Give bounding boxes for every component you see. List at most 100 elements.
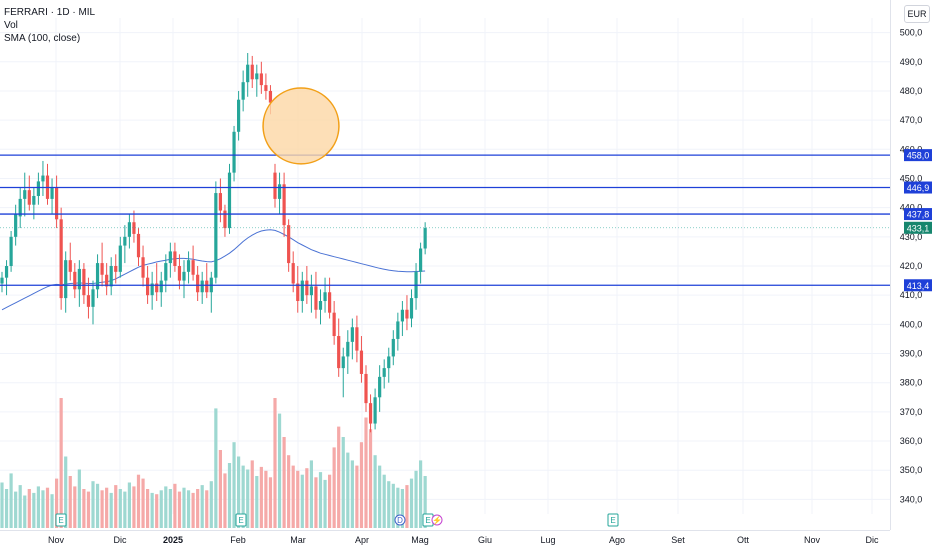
candle-body — [132, 222, 136, 234]
volume-bar — [173, 483, 177, 528]
y-tick-label: 450,0 — [900, 173, 923, 183]
volume-bar — [250, 460, 254, 528]
candle-body — [423, 228, 427, 249]
earnings-marker-label: E — [238, 516, 243, 525]
candle-body — [396, 321, 400, 339]
volume-bar — [305, 468, 309, 528]
volume-bar — [214, 408, 218, 528]
candle-body — [127, 222, 131, 237]
earnings-marker — [235, 513, 247, 527]
volume-bar — [259, 466, 263, 528]
volume-bar — [82, 489, 86, 528]
volume-bar — [341, 437, 345, 528]
split-marker — [431, 514, 443, 526]
earnings-marker-label: E — [610, 516, 615, 525]
level-badge — [904, 208, 932, 221]
dividend-marker — [394, 514, 406, 526]
volume-bar — [346, 452, 350, 528]
volume-bar — [114, 485, 118, 528]
y-tick-label: 380,0 — [900, 378, 923, 388]
x-tick-label: Nov — [804, 535, 821, 545]
volume-bar — [136, 474, 141, 528]
volume-bar — [41, 490, 45, 528]
candle-body — [59, 219, 63, 299]
volume-bar — [218, 450, 222, 528]
candle-body — [73, 271, 77, 290]
earnings-marker-label: E — [425, 516, 430, 525]
candle-body — [259, 73, 263, 86]
candle-body — [382, 368, 386, 377]
sma-label[interactable]: SMA (100, close) — [4, 33, 81, 44]
volume-bar — [141, 478, 145, 528]
volume-bar — [45, 487, 50, 528]
x-tick-label: Ott — [737, 535, 750, 545]
candle-body — [64, 260, 68, 299]
candle-body — [323, 292, 327, 302]
volume-bar — [105, 487, 109, 528]
candle-body — [82, 268, 86, 296]
volume-bar — [268, 477, 273, 528]
volume-bar — [337, 426, 341, 528]
volume-bar — [32, 492, 36, 528]
candle-body — [400, 309, 404, 322]
candle-body — [277, 184, 282, 199]
sma-line — [1, 229, 426, 311]
candle-body — [359, 350, 364, 374]
volume-bar — [86, 491, 91, 528]
x-tick-label: Feb — [230, 535, 246, 545]
currency-badge[interactable]: EUR — [904, 5, 930, 23]
candle-body — [182, 271, 186, 281]
symbol-title[interactable]: FERRARI · 1D · MIL — [4, 7, 96, 18]
candle-body — [214, 193, 218, 278]
candle-body — [100, 263, 104, 275]
candle-body — [55, 187, 59, 220]
candle-body — [14, 213, 18, 237]
candle-body — [419, 248, 423, 272]
volume-bar — [50, 494, 54, 528]
y-tick-label: 500,0 — [900, 28, 923, 38]
x-tick-label: Set — [671, 535, 685, 545]
volume-label[interactable]: Vol — [4, 20, 18, 31]
volume-bar — [387, 481, 391, 528]
candle-body — [309, 286, 313, 296]
volume-bar — [23, 495, 27, 528]
candle-body — [0, 277, 4, 284]
volume-bar — [309, 460, 313, 528]
candle-body — [378, 376, 382, 398]
candle-body — [409, 298, 414, 319]
candle-body — [136, 233, 141, 258]
volume-bar — [159, 490, 163, 528]
candle-body — [223, 210, 227, 229]
candle-body — [328, 292, 332, 313]
candle-body — [373, 397, 377, 424]
volume-bar — [132, 486, 136, 528]
level-label: 437,8 — [907, 210, 930, 220]
volume-bar — [205, 490, 209, 528]
candle-body — [141, 257, 145, 278]
last-price-label: 433,1 — [907, 223, 930, 233]
y-tick-label: 430,0 — [900, 232, 923, 242]
candle-body — [68, 260, 72, 272]
candle-body — [364, 373, 368, 404]
y-tick-label: 340,0 — [900, 494, 923, 504]
candle-body — [27, 190, 31, 205]
highlight-circle — [262, 87, 340, 165]
candle-body — [314, 286, 318, 310]
candle-body — [41, 175, 45, 182]
volume-bar — [100, 490, 104, 528]
volume-bar — [123, 491, 127, 528]
y-tick-label: 490,0 — [900, 57, 923, 67]
volume-bar — [350, 460, 354, 528]
earnings-marker — [607, 513, 619, 527]
volume-bar — [196, 489, 200, 528]
volume-bar — [73, 486, 77, 528]
volume-bar — [0, 482, 4, 528]
volume-bar — [368, 429, 373, 528]
volume-bar — [168, 489, 172, 528]
candle-body — [300, 280, 304, 302]
candle-body — [241, 82, 245, 100]
volume-bar — [177, 491, 182, 528]
volume-bar — [296, 470, 300, 528]
